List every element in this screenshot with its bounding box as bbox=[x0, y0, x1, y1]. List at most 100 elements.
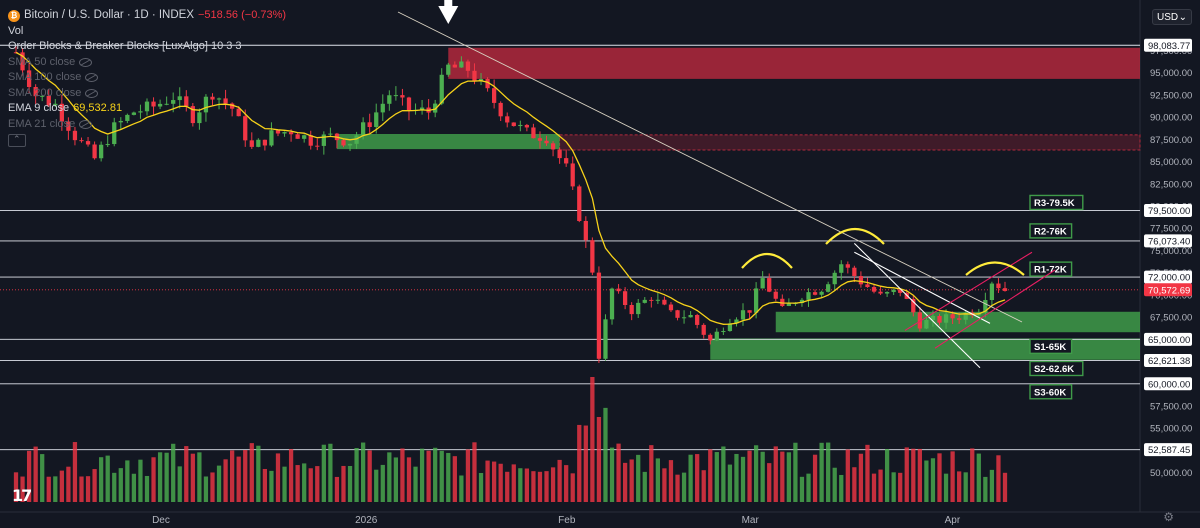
candle-body[interactable] bbox=[374, 112, 379, 127]
candle-body[interactable] bbox=[596, 272, 602, 359]
candle-body[interactable] bbox=[839, 264, 844, 273]
candle-body[interactable] bbox=[590, 240, 595, 273]
candle-body[interactable] bbox=[452, 64, 457, 68]
candle-body[interactable] bbox=[511, 122, 516, 127]
candle-body[interactable] bbox=[734, 319, 739, 324]
candle-body[interactable] bbox=[419, 107, 425, 110]
candle-body[interactable] bbox=[157, 103, 163, 107]
candle-body[interactable] bbox=[459, 61, 464, 68]
candle-body[interactable] bbox=[688, 314, 693, 318]
candle-body[interactable] bbox=[223, 98, 228, 104]
candle-body[interactable] bbox=[465, 61, 471, 71]
candle-body[interactable] bbox=[603, 319, 608, 359]
candle-body[interactable] bbox=[642, 299, 647, 303]
candle-body[interactable] bbox=[269, 130, 274, 146]
candle-body[interactable] bbox=[380, 103, 385, 113]
candle-body[interactable] bbox=[99, 144, 104, 159]
candle-body[interactable] bbox=[177, 96, 182, 101]
candle-body[interactable] bbox=[485, 79, 490, 89]
sma-200-row[interactable]: SMA 200 close bbox=[8, 86, 286, 102]
candle-body[interactable] bbox=[288, 132, 294, 135]
candle-body[interactable] bbox=[924, 319, 929, 329]
candle-body[interactable] bbox=[361, 122, 366, 136]
candle-body[interactable] bbox=[826, 284, 831, 292]
candle-body[interactable] bbox=[26, 70, 32, 88]
candle-body[interactable] bbox=[400, 95, 405, 98]
candle-body[interactable] bbox=[930, 315, 936, 320]
currency-select[interactable]: USD ⌄ bbox=[1152, 9, 1192, 25]
candle-body[interactable] bbox=[557, 149, 562, 159]
candle-body[interactable] bbox=[544, 140, 549, 144]
candle-body[interactable] bbox=[583, 221, 588, 241]
candle-body[interactable] bbox=[537, 138, 543, 141]
candle-body[interactable] bbox=[937, 315, 942, 323]
candle-body[interactable] bbox=[138, 111, 143, 113]
sma-50-row[interactable]: SMA 50 close bbox=[8, 55, 286, 71]
candle-body[interactable] bbox=[865, 284, 870, 288]
eye-hidden-icon[interactable] bbox=[85, 73, 99, 83]
candle-body[interactable] bbox=[898, 289, 903, 293]
candle-body[interactable] bbox=[164, 103, 169, 105]
candle-body[interactable] bbox=[531, 127, 536, 139]
candle-body[interactable] bbox=[367, 122, 372, 127]
candle-body[interactable] bbox=[46, 95, 51, 106]
candle-body[interactable] bbox=[406, 97, 412, 111]
candle-body[interactable] bbox=[184, 96, 189, 107]
candle-body[interactable] bbox=[524, 124, 530, 128]
candle-body[interactable] bbox=[871, 287, 877, 292]
candle-body[interactable] bbox=[505, 116, 510, 123]
channel-line-lower[interactable] bbox=[853, 242, 981, 369]
candle-body[interactable] bbox=[518, 124, 523, 127]
candle-body[interactable] bbox=[144, 101, 150, 112]
eye-hidden-icon[interactable] bbox=[79, 57, 93, 67]
candle-body[interactable] bbox=[983, 300, 988, 313]
candle-body[interactable] bbox=[570, 163, 575, 187]
collapse-legend-button[interactable] bbox=[8, 132, 26, 148]
candle-body[interactable] bbox=[151, 101, 156, 107]
candle-body[interactable] bbox=[668, 304, 674, 311]
candle-body[interactable] bbox=[282, 132, 287, 134]
candle-body[interactable] bbox=[256, 139, 261, 147]
candle-body[interactable] bbox=[171, 100, 176, 104]
candle-body[interactable] bbox=[721, 331, 726, 333]
candle-body[interactable] bbox=[190, 106, 195, 124]
candle-body[interactable] bbox=[112, 122, 117, 145]
candle-body[interactable] bbox=[59, 103, 64, 122]
candle-body[interactable] bbox=[858, 276, 864, 285]
candle-body[interactable] bbox=[727, 323, 733, 332]
candle-body[interactable] bbox=[66, 121, 71, 131]
candle-body[interactable] bbox=[53, 103, 58, 106]
candle-body[interactable] bbox=[891, 289, 896, 293]
candle-body[interactable] bbox=[695, 314, 700, 325]
candle-body[interactable] bbox=[72, 130, 78, 141]
candle-body[interactable] bbox=[315, 145, 320, 147]
candle-body[interactable] bbox=[622, 291, 628, 306]
candle-body[interactable] bbox=[636, 302, 641, 315]
candle-body[interactable] bbox=[812, 292, 818, 295]
candle-body[interactable] bbox=[446, 64, 451, 75]
candle-body[interactable] bbox=[662, 299, 667, 305]
candle-body[interactable] bbox=[655, 299, 660, 301]
candle-body[interactable] bbox=[740, 310, 746, 320]
candle-body[interactable] bbox=[996, 283, 1001, 289]
candle-body[interactable] bbox=[989, 283, 995, 301]
candle-body[interactable] bbox=[616, 288, 621, 292]
candle-body[interactable] bbox=[393, 95, 399, 97]
candle-body[interactable] bbox=[878, 291, 883, 294]
candle-body[interactable] bbox=[760, 278, 765, 289]
candle-body[interactable] bbox=[564, 158, 569, 164]
candle-body[interactable] bbox=[629, 305, 634, 315]
candle-body[interactable] bbox=[203, 96, 209, 113]
candle-body[interactable] bbox=[275, 130, 281, 134]
symbol-title[interactable]: Bitcoin / U.S. Dollar · 1D · INDEX bbox=[24, 9, 194, 21]
candle-body[interactable] bbox=[649, 299, 654, 301]
candle-body[interactable] bbox=[439, 74, 444, 104]
candle-body[interactable] bbox=[118, 120, 123, 123]
candle-body[interactable] bbox=[262, 139, 268, 146]
candle-body[interactable] bbox=[943, 314, 949, 323]
candle-body[interactable] bbox=[33, 87, 38, 97]
candle-body[interactable] bbox=[125, 114, 130, 121]
candle-body[interactable] bbox=[681, 317, 687, 319]
candle-body[interactable] bbox=[786, 303, 791, 306]
